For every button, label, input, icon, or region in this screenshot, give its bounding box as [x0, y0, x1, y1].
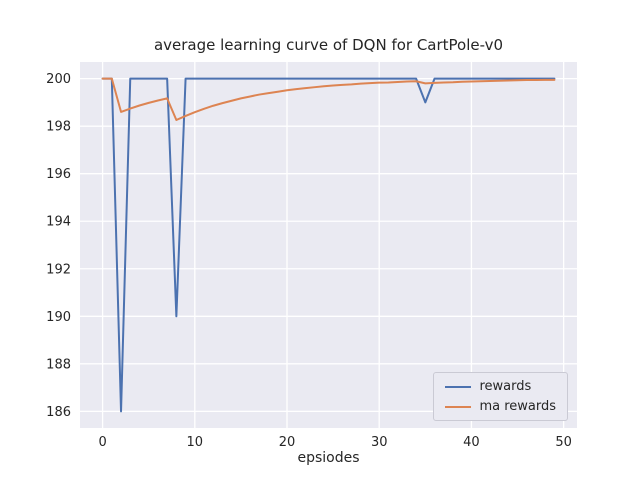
legend-swatch-rewards [445, 385, 472, 388]
legend-item-rewards: rewards [445, 380, 556, 393]
y-tick-label: 196 [46, 167, 71, 182]
y-tick-label: 200 [46, 72, 71, 87]
series-line-ma-rewards [101, 77, 556, 121]
legend: rewards ma rewards [433, 372, 568, 421]
x-tick-label: 50 [555, 435, 572, 450]
x-tick-label: 10 [187, 435, 204, 450]
legend-swatch-ma-rewards [445, 405, 472, 408]
y-tick-label: 192 [46, 262, 71, 277]
chart-title: average learning curve of DQN for CartPo… [153, 36, 504, 54]
x-tick-label: 20 [279, 435, 296, 450]
y-tick-label: 194 [46, 215, 71, 230]
y-tick-label: 186 [46, 405, 71, 420]
x-tick-label: 40 [463, 435, 480, 450]
x-tick-label: 0 [98, 435, 106, 450]
legend-label-ma-rewards: ma rewards [479, 399, 556, 414]
x-axis-label: epsiodes [297, 450, 360, 466]
y-tick-label: 190 [46, 310, 71, 325]
legend-item-ma-rewards: ma rewards [445, 400, 556, 413]
y-tick-label: 188 [46, 357, 71, 372]
legend-label-rewards: rewards [479, 379, 532, 394]
series-line-rewards [101, 77, 556, 413]
plot-area [80, 62, 577, 428]
y-tick-label: 198 [46, 120, 71, 135]
x-tick-label: 30 [371, 435, 388, 450]
